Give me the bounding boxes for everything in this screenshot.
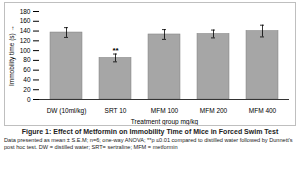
- svg-text:**: **: [112, 46, 119, 55]
- svg-text:60: 60: [23, 66, 31, 73]
- svg-text:180: 180: [20, 8, 31, 15]
- svg-text:Treatment group mg/kg: Treatment group mg/kg: [131, 118, 199, 126]
- svg-text:160: 160: [20, 17, 31, 24]
- svg-text:DW (10ml/kg): DW (10ml/kg): [47, 107, 87, 115]
- svg-text:Immobility time (s) →: Immobility time (s) →: [8, 25, 16, 86]
- svg-text:MFM 200: MFM 200: [200, 107, 228, 114]
- svg-text:120: 120: [20, 37, 31, 44]
- svg-text:80: 80: [23, 56, 31, 63]
- svg-text:40: 40: [23, 76, 31, 83]
- html-text:Figure 1: Effect of Metformin: Figure 1: Effect of Metformin on Immobil…: [21, 128, 279, 135]
- svg-text:0: 0: [27, 96, 31, 103]
- svg-text:MFM 100: MFM 100: [151, 107, 179, 114]
- svg-text:100: 100: [20, 47, 31, 54]
- svg-text:140: 140: [20, 27, 31, 34]
- svg-text:MFM 400: MFM 400: [249, 107, 277, 114]
- html-text:Data presented as mean ± S.E.M: Data presented as mean ± S.E.M; n=6; one…: [4, 137, 293, 150]
- svg-text:SRT 10: SRT 10: [105, 107, 127, 114]
- svg-text:20: 20: [23, 86, 31, 93]
